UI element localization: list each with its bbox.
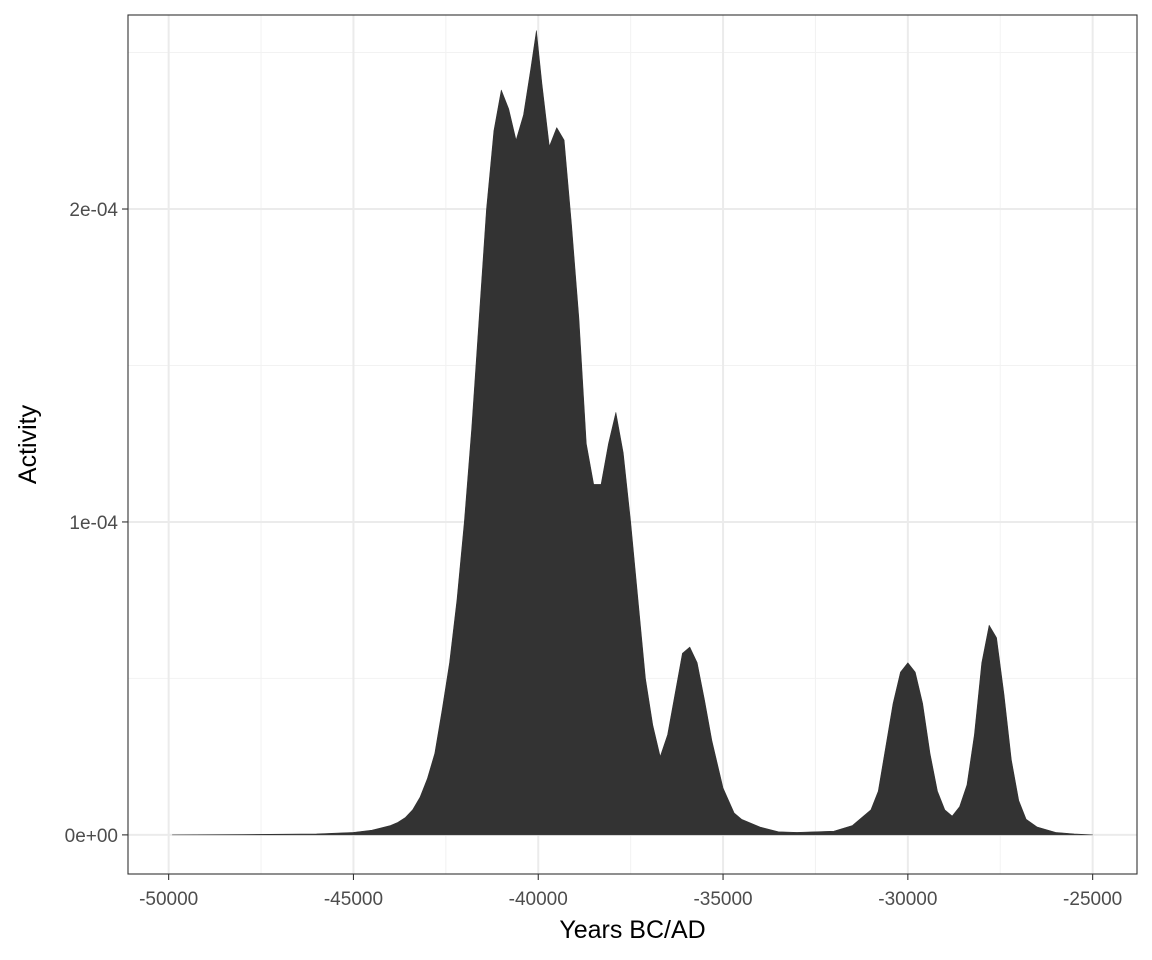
series-layer	[172, 30, 1093, 836]
x-tick-label: -25000	[1063, 889, 1122, 910]
y-tick-label: 0e+00	[65, 826, 118, 847]
x-axis: -50000 -45000 -40000 -35000 -30000 -25000	[139, 874, 1122, 910]
x-axis-title: Years BC/AD	[559, 916, 705, 944]
y-axis: 0e+00 1e-04 2e-04	[65, 200, 128, 847]
x-tick-label: -50000	[139, 889, 198, 910]
x-tick-label: -35000	[693, 889, 752, 910]
density-area-0	[172, 30, 1093, 836]
y-tick-label: 1e-04	[69, 513, 118, 534]
y-tick-label: 2e-04	[69, 200, 118, 221]
y-axis-title: Activity	[14, 404, 42, 484]
x-tick-label: -40000	[509, 889, 568, 910]
x-tick-label: -45000	[324, 889, 383, 910]
panel-border	[127, 14, 1138, 875]
x-tick-label: -30000	[878, 889, 937, 910]
